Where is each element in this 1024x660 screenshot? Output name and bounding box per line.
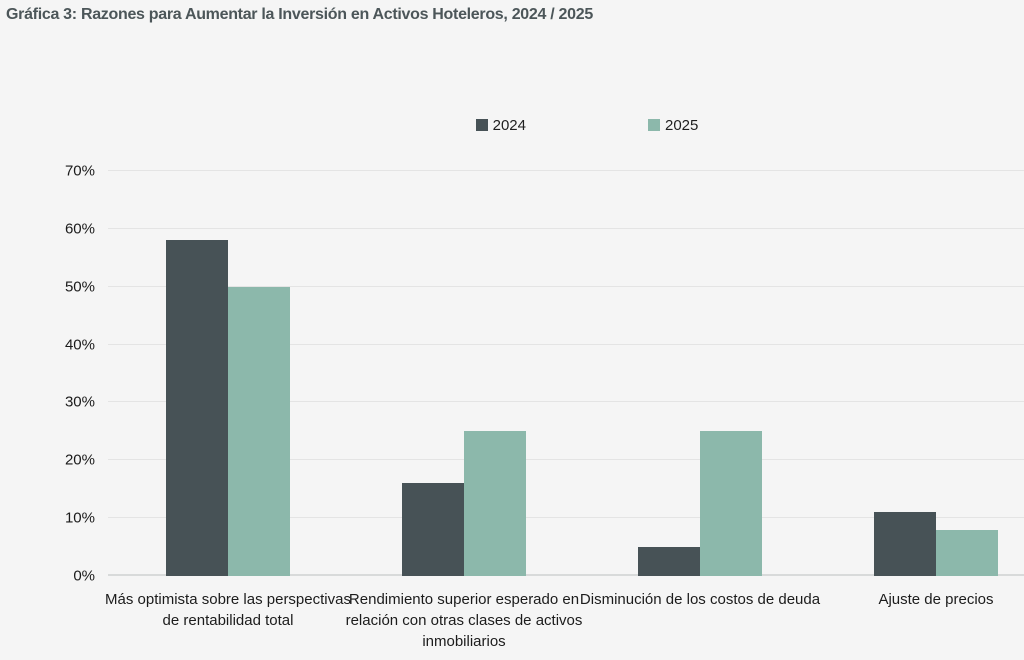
gridline [108, 517, 1024, 519]
gridline [108, 170, 1024, 171]
bar-2025 [228, 286, 290, 576]
x-axis-baseline [108, 574, 1024, 576]
bar-group [874, 171, 998, 576]
legend-item-2025: 2025 [648, 118, 698, 133]
y-axis-tick-label: 0% [73, 567, 95, 585]
legend-swatch-2025 [648, 119, 660, 131]
y-axis-tick-label: 20% [64, 451, 95, 469]
plot-area: 0% 10% 20% 30% 40% 50% 60% 70% [65, 164, 1024, 584]
bar-group [402, 171, 526, 576]
bar-group [638, 171, 762, 576]
x-axis-category-label: Rendimiento superior esperado en relació… [345, 591, 583, 650]
y-axis-tick-label: 30% [64, 393, 95, 411]
gridline [108, 285, 1024, 287]
chart-legend: 2024 2025 [129, 117, 1024, 133]
gridline [108, 459, 1024, 461]
y-axis-tick-label: 50% [64, 278, 95, 296]
x-axis-category-label: Disminución de los costos de deuda [579, 591, 821, 608]
legend-label-2025: 2025 [665, 116, 699, 134]
y-axis-tick-label: 40% [64, 336, 95, 354]
gridline [108, 401, 1024, 403]
legend-item-2024: 2024 [475, 116, 526, 134]
x-axis-labels: Más optimista sobre las perspectivas de … [105, 589, 1024, 659]
x-axis-category-label: Más optimista sobre las perspectivas de … [105, 591, 351, 629]
bar-2024 [638, 547, 700, 576]
y-axis-tick-label: 10% [64, 509, 95, 527]
legend-swatch-2024 [475, 119, 488, 131]
bar-2024 [402, 483, 464, 576]
gridline [108, 343, 1024, 345]
y-axis-tick-label: 60% [64, 220, 95, 238]
x-axis-category-label: Ajuste de precios [878, 591, 994, 608]
chart-title: Gráfica 3: Razones para Aumentar la Inve… [6, 6, 593, 23]
bar-2025 [464, 431, 526, 576]
y-axis-tick-label: 70% [64, 162, 95, 180]
legend-label-2024: 2024 [492, 116, 526, 134]
bar-group [166, 171, 290, 576]
bar-2024 [874, 512, 936, 576]
gridline [108, 227, 1024, 229]
bar-2024 [166, 240, 228, 576]
bar-2025 [936, 529, 998, 576]
bar-2025 [700, 431, 762, 576]
